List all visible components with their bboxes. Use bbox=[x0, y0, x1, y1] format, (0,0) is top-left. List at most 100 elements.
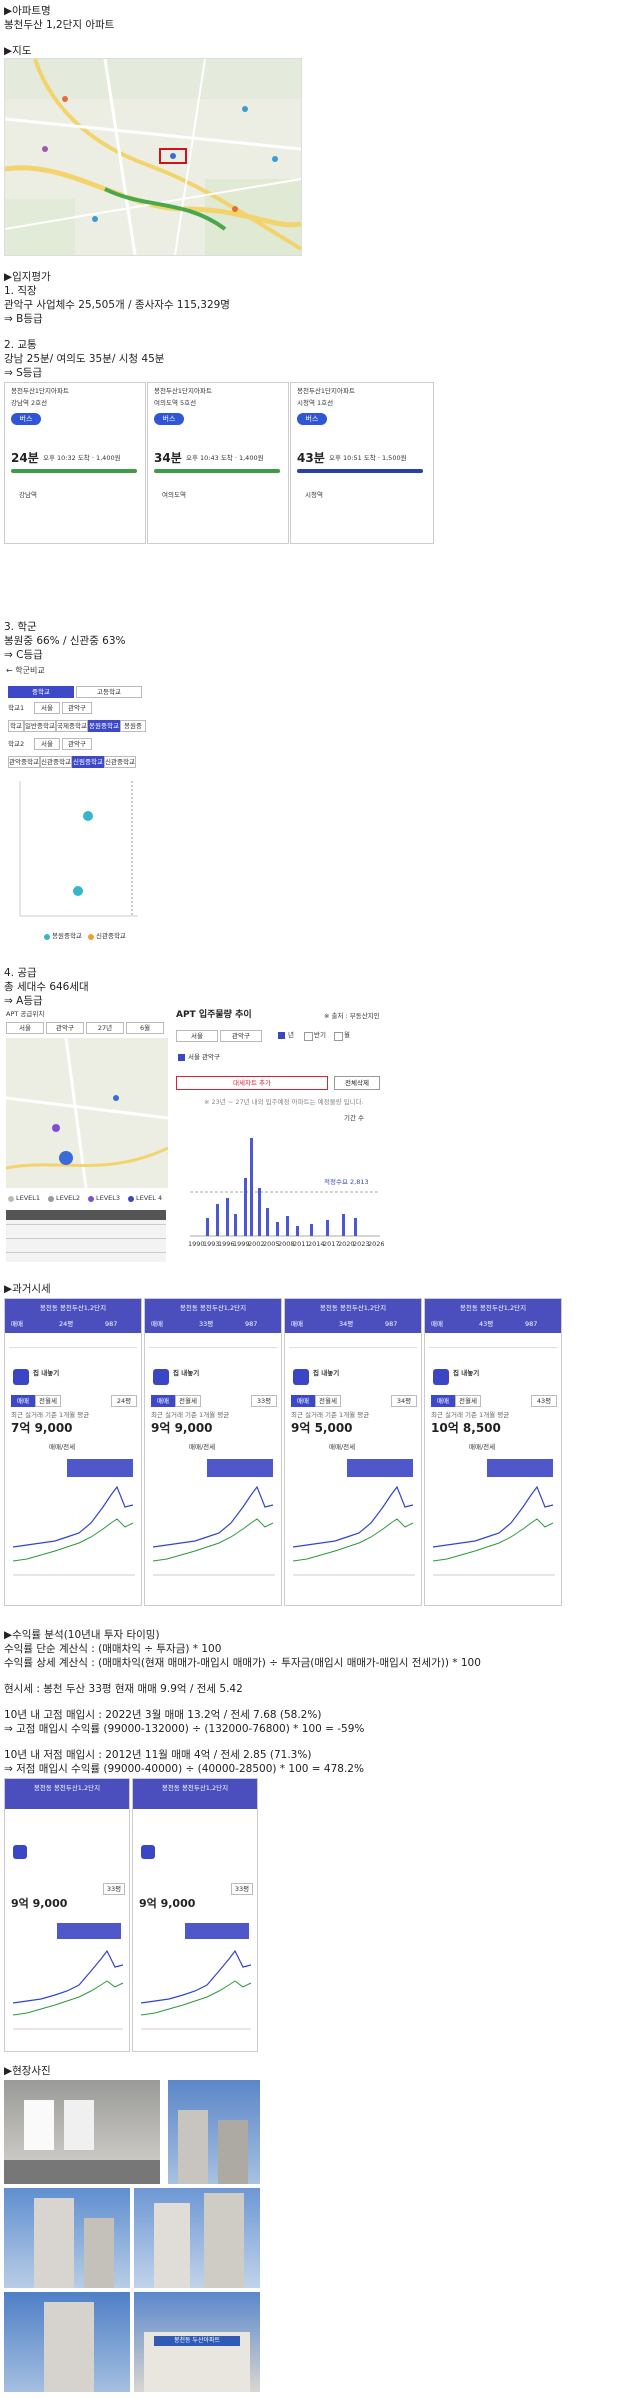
panel-title: APT 공급위치 bbox=[6, 1010, 45, 1018]
district-select[interactable]: 관악구 bbox=[62, 738, 92, 750]
back-link[interactable]: ← 학군비교 bbox=[6, 666, 45, 675]
trade-type[interactable]: 매매 bbox=[11, 1320, 23, 1328]
comment-count[interactable]: 987 bbox=[525, 1320, 538, 1328]
route-mode-bus[interactable]: 버스 bbox=[154, 413, 184, 425]
mini-price-card[interactable]: 봉천동 봉천두산1,2단지 33평 9억 9,000 bbox=[4, 1778, 130, 2052]
clear-all-button[interactable]: 전체삭제 bbox=[334, 1076, 380, 1090]
comment-count[interactable]: 987 bbox=[385, 1320, 398, 1328]
supply-map[interactable] bbox=[6, 1038, 168, 1188]
route-mode-bus[interactable]: 버스 bbox=[11, 413, 41, 425]
school-chip[interactable]: 신관중학교 bbox=[40, 756, 72, 768]
school-chip[interactable]: 일반중학교 bbox=[24, 720, 56, 732]
route-card[interactable]: 봉천두산1단지아파트 시청역 1호선 버스 43분 오후 10:51 도착 · … bbox=[290, 382, 434, 544]
card-title: 봉천동 봉천두산1,2단지 bbox=[179, 1304, 247, 1312]
comment-count[interactable]: 987 bbox=[105, 1320, 118, 1328]
recent-label: 최근 실거래 기준 1개월 평균 bbox=[291, 1411, 370, 1419]
site-photo[interactable] bbox=[4, 2292, 130, 2392]
school-chip[interactable]: 신관중학교 bbox=[104, 756, 136, 768]
recent-price: 9억 5,000 bbox=[291, 1421, 353, 1435]
site-photo[interactable] bbox=[4, 2188, 130, 2288]
location-map[interactable] bbox=[4, 58, 302, 256]
trade-type[interactable]: 매매 bbox=[151, 1320, 163, 1328]
school-chip[interactable]: 봉원중학교 bbox=[88, 720, 120, 732]
job-detail: 관악구 사업체수 25,505개 / 종사자수 115,329명 bbox=[4, 299, 230, 311]
route-card[interactable]: 봉천두산1단지아파트 강남역 2호선 버스 24분 오후 10:32 도착 · … bbox=[4, 382, 146, 544]
area-badge[interactable]: 43평 bbox=[531, 1395, 557, 1407]
radio-year[interactable] bbox=[278, 1032, 285, 1039]
area-select[interactable]: 43평 bbox=[479, 1320, 494, 1328]
route-time-detail: 오후 10:51 도착 · 1,500원 bbox=[329, 454, 407, 462]
region-select[interactable]: 서울 bbox=[176, 1030, 218, 1042]
year-select[interactable]: 27년 bbox=[86, 1022, 124, 1034]
month-select[interactable]: 6월 bbox=[126, 1022, 164, 1034]
card-header bbox=[133, 1779, 257, 1809]
graph-tab[interactable]: 매매/전세 bbox=[189, 1443, 216, 1451]
talk-label[interactable]: 집 내놓기 bbox=[33, 1369, 60, 1377]
area-select[interactable]: 33평 bbox=[199, 1320, 214, 1328]
price-card[interactable]: 봉천동 봉천두산1,2단지 매매 33평 987 집 내놓기 매매 전월세 33… bbox=[144, 1298, 282, 1606]
tab-middle-school[interactable]: 중학교 bbox=[8, 686, 74, 698]
school-chip[interactable]: 학교 bbox=[8, 720, 24, 732]
route-card[interactable]: 봉천두산1단지아파트 여의도역 5호선 버스 34분 오후 10:43 도착 ·… bbox=[147, 382, 289, 544]
radio-month[interactable] bbox=[334, 1032, 343, 1041]
route-to: 시청역 1호선 bbox=[297, 399, 334, 407]
talk-label[interactable]: 집 내놓기 bbox=[313, 1369, 340, 1377]
tab-rent[interactable]: 전월세 bbox=[315, 1395, 341, 1407]
price-card[interactable]: 봉천동 봉천두산1,2단지 매매 43평 987 집 내놓기 매매 전월세 43… bbox=[424, 1298, 562, 1606]
school-chip[interactable]: 신림중학교 bbox=[72, 756, 104, 768]
graph-tab[interactable]: 매매/전세 bbox=[329, 1443, 356, 1451]
route-time: 24분 bbox=[11, 451, 39, 465]
talk-label[interactable]: 집 내놓기 bbox=[173, 1369, 200, 1377]
site-photo[interactable] bbox=[134, 2188, 260, 2288]
region-select[interactable]: 서울 bbox=[34, 702, 60, 714]
price-card[interactable]: 봉천동 봉천두산1,2단지 매매 24평 987 집 내놓기 매매 전월세 24… bbox=[4, 1298, 142, 1606]
tab-sale[interactable]: 매매 bbox=[11, 1395, 35, 1407]
route-time-detail: 오후 10:32 도착 · 1,400원 bbox=[43, 454, 121, 462]
mini-price-card[interactable]: 봉천동 봉천두산1,2단지 33평 9억 9,000 bbox=[132, 1778, 258, 2052]
area-badge[interactable]: 33평 bbox=[231, 1883, 253, 1895]
add-chart-button[interactable]: 대세차트 추가 bbox=[176, 1076, 328, 1090]
district-select[interactable]: 관악구 bbox=[62, 702, 92, 714]
trade-type[interactable]: 매매 bbox=[431, 1320, 443, 1328]
option-label: 월 bbox=[344, 1031, 350, 1039]
traffic-detail: 강남 25분/ 여의도 35분/ 시청 45분 bbox=[4, 353, 165, 365]
apartment-sign: 봉천동 두산아파트 bbox=[154, 2336, 240, 2346]
tab-sale[interactable]: 매매 bbox=[291, 1395, 315, 1407]
chart-note: ※ 23년 ~ 27년 내외 입주예정 아파트는 예정물량 입니다. bbox=[204, 1098, 364, 1106]
price-card[interactable]: 봉천동 봉천두산1,2단지 매매 34평 987 집 내놓기 매매 전월세 34… bbox=[284, 1298, 422, 1606]
area-select[interactable]: 24평 bbox=[59, 1320, 74, 1328]
tab-rent[interactable]: 전월세 bbox=[455, 1395, 481, 1407]
tab-sale[interactable]: 매매 bbox=[431, 1395, 455, 1407]
region-select[interactable]: 서울 bbox=[6, 1022, 44, 1034]
talk-label[interactable]: 집 내놓기 bbox=[453, 1369, 480, 1377]
graph-tab[interactable]: 매매/전세 bbox=[49, 1443, 76, 1451]
district-select[interactable]: 관악구 bbox=[46, 1022, 84, 1034]
tab-sale[interactable]: 매매 bbox=[151, 1395, 175, 1407]
area-badge[interactable]: 24평 bbox=[111, 1395, 137, 1407]
area-badge[interactable]: 34평 bbox=[391, 1395, 417, 1407]
district-select[interactable]: 관악구 bbox=[220, 1030, 262, 1042]
region-select[interactable]: 서울 bbox=[34, 738, 60, 750]
graph-tab[interactable]: 매매/전세 bbox=[469, 1443, 496, 1451]
y-axis-label: 기간 수 bbox=[344, 1114, 365, 1122]
area-badge[interactable]: 33평 bbox=[103, 1883, 125, 1895]
area-select[interactable]: 34평 bbox=[339, 1320, 354, 1328]
route-place: 강남역 bbox=[19, 491, 37, 499]
school-chip[interactable]: 봉원중 bbox=[120, 720, 146, 732]
tab-rent[interactable]: 전월세 bbox=[35, 1395, 61, 1407]
price-line-chart bbox=[152, 1459, 275, 1576]
radio-half[interactable] bbox=[304, 1032, 313, 1041]
route-mode-bus[interactable]: 버스 bbox=[297, 413, 327, 425]
area-badge[interactable]: 33평 bbox=[251, 1395, 277, 1407]
tab-rent[interactable]: 전월세 bbox=[175, 1395, 201, 1407]
peak-result: ⇒ 고점 매입시 수익률 (99000-132000) ÷ (132000-76… bbox=[4, 1723, 365, 1735]
site-photo[interactable] bbox=[168, 2080, 260, 2184]
comment-count[interactable]: 987 bbox=[245, 1320, 258, 1328]
site-photo[interactable]: 봉천동 두산아파트 bbox=[134, 2292, 260, 2392]
school-chip[interactable]: 관악중학교 bbox=[8, 756, 40, 768]
site-photo[interactable] bbox=[4, 2080, 160, 2184]
school-chip[interactable]: 국제중학교 bbox=[56, 720, 88, 732]
trade-type[interactable]: 매매 bbox=[291, 1320, 303, 1328]
tab-high-school[interactable]: 고등학교 bbox=[76, 686, 142, 698]
source-label: ※ 출처 : 부동산지인 bbox=[324, 1012, 380, 1020]
